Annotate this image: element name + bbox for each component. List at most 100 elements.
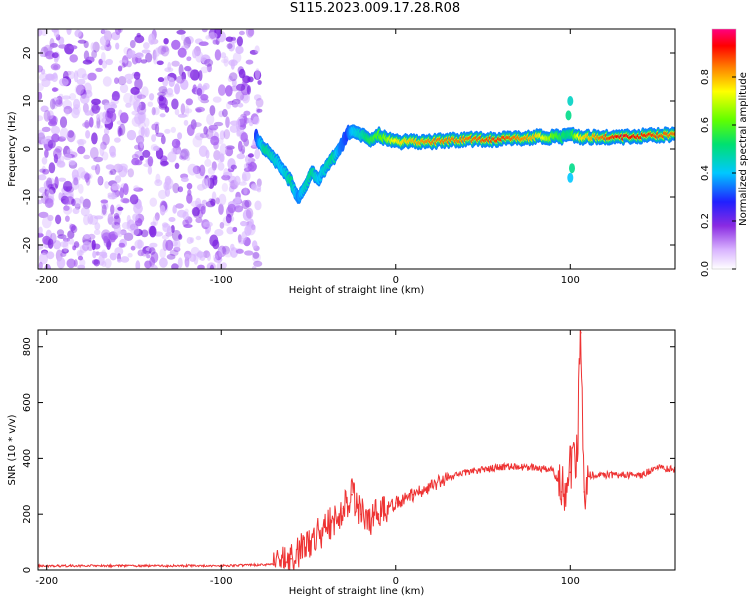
snr-point bbox=[560, 491, 563, 493]
noise-speckle bbox=[235, 45, 244, 55]
noise-speckle bbox=[77, 39, 87, 44]
noise-speckle bbox=[245, 207, 254, 219]
noise-speckle bbox=[237, 234, 242, 243]
noise-speckle bbox=[45, 74, 55, 81]
noise-speckle bbox=[44, 149, 49, 158]
noise-speckle bbox=[124, 73, 134, 81]
noise-speckle bbox=[247, 29, 255, 37]
noise-speckle bbox=[238, 140, 243, 152]
noise-speckle bbox=[200, 94, 209, 101]
noise-speckle bbox=[38, 65, 43, 73]
noise-speckle bbox=[257, 80, 262, 85]
noise-speckle bbox=[100, 45, 108, 51]
noise-speckle bbox=[214, 229, 224, 237]
noise-speckle bbox=[173, 246, 181, 252]
noise-speckle bbox=[164, 92, 174, 98]
noise-speckle bbox=[64, 108, 70, 116]
noise-speckle bbox=[236, 153, 246, 160]
noise-speckle bbox=[188, 253, 197, 262]
noise-speckle bbox=[40, 29, 48, 36]
noise-speckle bbox=[78, 183, 84, 194]
colorbar-tick-label: 0.8 bbox=[700, 69, 711, 85]
noise-speckle bbox=[212, 39, 218, 45]
noise-speckle bbox=[171, 138, 181, 149]
colorbar-tick-label: 0.2 bbox=[700, 213, 711, 229]
noise-speckle bbox=[249, 49, 258, 55]
noise-speckle bbox=[247, 164, 255, 170]
noise-speckle bbox=[97, 176, 103, 185]
noise-speckle bbox=[50, 125, 61, 135]
noise-speckle bbox=[171, 263, 179, 269]
snr-point bbox=[342, 507, 345, 510]
noise-speckle bbox=[243, 110, 251, 116]
noise-speckle bbox=[99, 35, 110, 46]
noise-speckle bbox=[210, 135, 220, 146]
noise-speckle bbox=[53, 29, 60, 38]
noise-speckle bbox=[90, 42, 95, 52]
noise-speckle bbox=[166, 253, 176, 260]
noise-speckle bbox=[235, 248, 244, 254]
noise-speckle bbox=[204, 58, 214, 67]
noise-speckle bbox=[149, 197, 158, 207]
noise-speckle bbox=[158, 189, 167, 200]
noise-speckle bbox=[192, 207, 200, 218]
noise-speckle bbox=[39, 50, 45, 57]
noise-speckle bbox=[104, 258, 112, 269]
ridge-cell bbox=[569, 163, 575, 174]
noise-speckle bbox=[63, 205, 70, 211]
noise-speckle bbox=[55, 214, 62, 225]
noise-speckle bbox=[226, 43, 233, 49]
noise-speckle bbox=[91, 50, 97, 59]
snr-series-group bbox=[38, 330, 675, 570]
noise-speckle bbox=[254, 200, 262, 211]
noise-speckle bbox=[151, 123, 158, 131]
noise-speckle bbox=[119, 230, 128, 235]
noise-speckle bbox=[150, 144, 159, 151]
noise-speckle bbox=[56, 257, 66, 269]
noise-speckle bbox=[74, 84, 84, 95]
noise-speckle bbox=[241, 187, 251, 196]
noise-speckle bbox=[101, 29, 108, 35]
noise-speckle bbox=[114, 247, 124, 256]
noise-speckle bbox=[245, 29, 254, 38]
noise-speckle bbox=[118, 242, 126, 248]
noise-speckle bbox=[211, 161, 217, 171]
noise-speckle bbox=[73, 177, 79, 186]
noise-speckle bbox=[96, 114, 101, 122]
colorbar bbox=[712, 29, 736, 269]
x-tick-label: 100 bbox=[561, 275, 580, 286]
noise-speckle bbox=[56, 160, 66, 168]
noise-speckle bbox=[67, 230, 75, 239]
ridge-cell bbox=[672, 132, 675, 136]
noise-speckle bbox=[137, 239, 143, 249]
noise-speckle bbox=[150, 264, 158, 269]
noise-speckle bbox=[120, 229, 127, 236]
noise-speckle bbox=[41, 156, 48, 165]
noise-speckle bbox=[47, 238, 54, 249]
noise-speckle bbox=[38, 232, 44, 238]
noise-speckle bbox=[231, 36, 236, 41]
noise-speckle bbox=[207, 32, 218, 40]
noise-speckle bbox=[160, 160, 169, 166]
noise-speckle bbox=[126, 129, 137, 141]
noise-speckle bbox=[189, 69, 200, 81]
noise-speckle bbox=[71, 107, 80, 119]
noise-speckle bbox=[201, 178, 208, 190]
noise-speckle bbox=[177, 47, 187, 58]
noise-speckle bbox=[252, 116, 260, 125]
noise-speckle bbox=[87, 72, 97, 81]
noise-speckle bbox=[117, 258, 122, 263]
noise-speckle bbox=[49, 98, 56, 110]
snr-point bbox=[290, 558, 292, 560]
noise-speckle bbox=[206, 113, 215, 126]
noise-speckle bbox=[49, 42, 58, 48]
noise-speckle bbox=[176, 29, 186, 35]
noise-speckle bbox=[78, 139, 84, 149]
noise-speckle bbox=[100, 52, 106, 62]
noise-speckle bbox=[61, 95, 71, 100]
noise-speckle bbox=[129, 194, 139, 205]
noise-speckle bbox=[126, 60, 132, 68]
noise-speckle bbox=[218, 247, 223, 258]
noise-speckle bbox=[182, 211, 189, 220]
noise-speckle bbox=[192, 135, 203, 148]
